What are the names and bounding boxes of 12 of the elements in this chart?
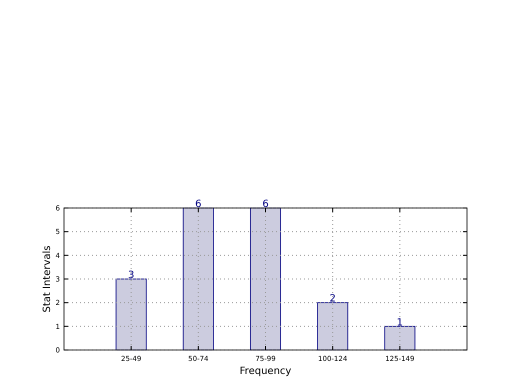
data-label: 3 [128,270,134,281]
data-label: 6 [262,199,269,210]
data-label: 2 [329,294,336,305]
data-label: 6 [195,199,202,210]
bar [317,302,348,350]
bar [182,208,214,350]
y-axis-title: Stat Intervals [42,245,53,313]
bar [384,326,416,350]
data-label: 1 [396,317,404,328]
bar [250,208,282,350]
bar [116,278,147,350]
x-axis-title: Frequency [240,366,292,377]
